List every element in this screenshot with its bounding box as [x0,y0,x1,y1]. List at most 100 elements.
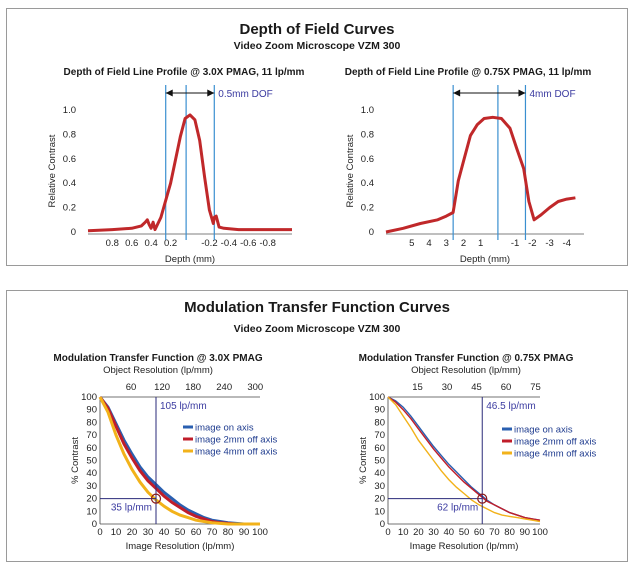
annotation-label: 46.5 lp/mm [486,401,535,412]
dof-curve [87,113,292,233]
dof-chart-1: Depth of Field Line Profile @ 0.75X PMAG… [345,67,592,265]
y-tick-label: 90 [374,405,385,416]
x-tick-label: 70 [489,527,500,538]
dof-chart-0: Depth of Field Line Profile @ 3.0X PMAG,… [47,67,305,265]
x-tick-label: 40 [159,527,170,538]
legend-label: image 2mm off axis [514,437,596,448]
dof-label: 0.5mm DOF [218,89,272,100]
y-tick-label: 100 [369,392,385,403]
y-tick-label: 40 [86,468,97,479]
dof-arrowhead-right [207,89,215,97]
series-line [387,396,541,523]
y-tick-label: 10 [86,506,97,517]
x-tick-label: -0.4 [221,238,237,249]
panel-title: Depth of Field Curves [239,21,395,38]
dof-curve [385,115,576,234]
x-tick-label: 0.2 [164,238,177,249]
legend-label: image on axis [195,423,254,434]
secondary-x-tick-label: 45 [471,382,482,393]
y-axis-label: Relative Contrast [47,134,58,207]
x-axis-label: Image Resolution (lp/mm) [410,541,519,552]
chart-title: Modulation Transfer Function @ 0.75X PMA… [359,353,574,364]
x-tick-label: 90 [239,527,250,538]
x-axis-label: Image Resolution (lp/mm) [126,541,235,552]
chart-title: Depth of Field Line Profile @ 3.0X PMAG,… [64,67,305,78]
y-tick-label: 0.6 [63,154,76,165]
panel-gap [0,268,632,286]
y-tick-label: 20 [374,494,385,505]
x-tick-label: 70 [207,527,218,538]
x-axis-label: Depth (mm) [460,254,510,265]
x-tick-label: 5 [409,238,414,249]
dof-arrowhead-right [518,89,526,97]
x-tick-label: -0.2 [201,238,217,249]
y-tick-label: 80 [86,417,97,428]
x-tick-label: 90 [520,527,531,538]
y-tick-label: 30 [86,481,97,492]
secondary-x-tick-label: 300 [247,382,263,393]
x-tick-label: -2 [528,238,536,249]
y-tick-label: 10 [374,506,385,517]
x-tick-label: 100 [532,527,548,538]
x-tick-label: 60 [474,527,485,538]
panel-subtitle: Video Zoom Microscope VZM 300 [233,323,401,335]
x-tick-label: 30 [143,527,154,538]
y-tick-label: 0 [92,519,97,530]
legend-label: image 4mm off axis [514,449,596,460]
x-tick-label: 1 [478,238,483,249]
y-tick-label: 60 [86,443,97,454]
x-tick-label: 20 [127,527,138,538]
x-tick-label: 10 [111,527,122,538]
x-tick-label: 60 [191,527,202,538]
dof-arrowhead-left [165,89,173,97]
mtf-panel: Modulation Transfer Function Curves Vide… [6,290,628,562]
annotation-label: 35 lp/mm [111,503,152,514]
chart-title: Depth of Field Line Profile @ 0.75X PMAG… [345,67,592,78]
secondary-x-tick-label: 120 [154,382,170,393]
crosshair-marker [477,493,488,504]
y-tick-label: 0.8 [361,129,374,140]
mtf-chart-0: Modulation Transfer Function @ 3.0X PMAG… [53,353,277,552]
x-tick-label: 0.8 [106,238,119,249]
y-axis-label: % Contrast [358,437,369,484]
y-tick-label: 1.0 [361,105,374,116]
x-tick-label: 80 [504,527,515,538]
annotation-label: 62 lp/mm [437,503,478,514]
mtf-chart-1: Modulation Transfer Function @ 0.75X PMA… [358,353,596,552]
y-tick-label: 0 [369,227,374,238]
x-tick-label: 30 [428,527,439,538]
x-tick-label: 0 [97,527,102,538]
y-tick-label: 0.8 [63,129,76,140]
y-tick-label: 1.0 [63,105,76,116]
secondary-x-tick-label: 15 [412,382,423,393]
legend-label: image 2mm off axis [195,435,277,446]
x-tick-label: 10 [398,527,409,538]
x-tick-label: -3 [545,238,553,249]
secondary-x-axis-label: Object Resolution (lp/mm) [103,365,213,376]
chart-title: Modulation Transfer Function @ 3.0X PMAG [53,353,262,364]
secondary-x-tick-label: 30 [442,382,453,393]
secondary-x-tick-label: 60 [126,382,137,393]
x-tick-label: 40 [444,527,455,538]
x-tick-label: 0 [385,527,390,538]
x-tick-label: 50 [459,527,470,538]
y-tick-label: 30 [374,481,385,492]
y-tick-label: 0.4 [361,178,374,189]
y-tick-label: 0.2 [63,203,76,214]
y-tick-label: 20 [86,494,97,505]
series-line [98,396,260,526]
y-tick-label: 90 [86,405,97,416]
y-axis-label: % Contrast [70,437,81,484]
y-tick-label: 0 [71,227,76,238]
y-tick-label: 100 [81,392,97,403]
y-tick-label: 70 [374,430,385,441]
y-tick-label: 0.6 [361,154,374,165]
series-line [387,396,541,521]
y-tick-label: 40 [374,468,385,479]
x-tick-label: 100 [252,527,268,538]
x-tick-label: -0.8 [260,238,276,249]
panel-subtitle: Video Zoom Microscope VZM 300 [233,40,401,52]
x-axis-label: Depth (mm) [165,254,215,265]
x-tick-label: 4 [426,238,431,249]
